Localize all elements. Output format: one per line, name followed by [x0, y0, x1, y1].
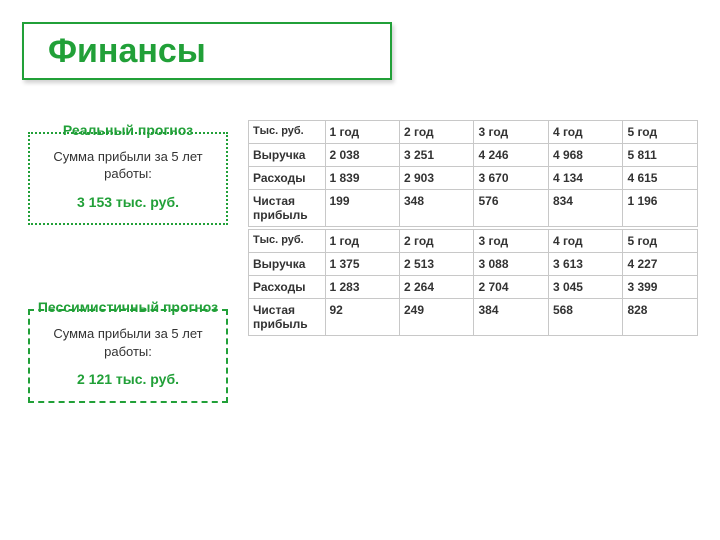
cell: 4 134 [548, 167, 622, 190]
left-column: Реальный прогноз Сумма прибыли за 5 лет … [28, 122, 228, 403]
col-header: 5 год [623, 230, 698, 253]
row-label: Выручка [249, 253, 326, 276]
unit-header: Тыс. руб. [249, 121, 326, 144]
row-label: Выручка [249, 144, 326, 167]
table-header-row: Тыс. руб. 1 год 2 год 3 год 4 год 5 год [249, 121, 698, 144]
cell: 3 399 [623, 276, 698, 299]
cell: 3 670 [474, 167, 548, 190]
col-header: 4 год [548, 230, 622, 253]
cell: 1 283 [325, 276, 399, 299]
cell: 4 246 [474, 144, 548, 167]
cell: 4 615 [623, 167, 698, 190]
tables-area: Тыс. руб. 1 год 2 год 3 год 4 год 5 год … [248, 120, 698, 336]
realistic-table: Тыс. руб. 1 год 2 год 3 год 4 год 5 год … [248, 120, 698, 227]
cell: 384 [474, 299, 548, 336]
realistic-box: Сумма прибыли за 5 лет работы: 3 153 тыс… [28, 132, 228, 226]
realistic-value: 3 153 тыс. руб. [38, 193, 218, 212]
cell: 3 251 [399, 144, 473, 167]
realistic-caption: Сумма прибыли за 5 лет работы: [53, 149, 202, 182]
table-row: Расходы 1 283 2 264 2 704 3 045 3 399 [249, 276, 698, 299]
realistic-block: Реальный прогноз Сумма прибыли за 5 лет … [28, 122, 228, 225]
cell: 834 [548, 190, 622, 227]
col-header: 1 год [325, 121, 399, 144]
cell: 2 903 [399, 167, 473, 190]
cell: 828 [623, 299, 698, 336]
cell: 1 375 [325, 253, 399, 276]
table-row: Выручка 1 375 2 513 3 088 3 613 4 227 [249, 253, 698, 276]
col-header: 2 год [399, 230, 473, 253]
cell: 2 513 [399, 253, 473, 276]
row-label: Расходы [249, 276, 326, 299]
cell: 2 038 [325, 144, 399, 167]
pessimistic-caption: Сумма прибыли за 5 лет работы: [53, 326, 202, 359]
cell: 3 613 [548, 253, 622, 276]
cell: 199 [325, 190, 399, 227]
col-header: 1 год [325, 230, 399, 253]
cell: 5 811 [623, 144, 698, 167]
realistic-heading: Реальный прогноз [28, 122, 228, 140]
row-label: Чистая прибыль [249, 190, 326, 227]
cell: 348 [399, 190, 473, 227]
cell: 1 839 [325, 167, 399, 190]
pessimistic-value: 2 121 тыс. руб. [38, 370, 218, 389]
title-box: Финансы [22, 22, 392, 80]
row-label: Чистая прибыль [249, 299, 326, 336]
cell: 576 [474, 190, 548, 227]
row-label: Расходы [249, 167, 326, 190]
col-header: 3 год [474, 121, 548, 144]
pessimistic-heading: Пессимистичный прогноз [28, 299, 228, 317]
table-row: Расходы 1 839 2 903 3 670 4 134 4 615 [249, 167, 698, 190]
cell: 4 968 [548, 144, 622, 167]
table-row: Чистая прибыль 92 249 384 568 828 [249, 299, 698, 336]
col-header: 4 год [548, 121, 622, 144]
col-header: 3 год [474, 230, 548, 253]
cell: 249 [399, 299, 473, 336]
cell: 3 088 [474, 253, 548, 276]
col-header: 5 год [623, 121, 698, 144]
table-row: Выручка 2 038 3 251 4 246 4 968 5 811 [249, 144, 698, 167]
pessimistic-table: Тыс. руб. 1 год 2 год 3 год 4 год 5 год … [248, 229, 698, 336]
cell: 2 264 [399, 276, 473, 299]
page-title: Финансы [48, 32, 206, 71]
pessimistic-block: Пессимистичный прогноз Сумма прибыли за … [28, 299, 228, 402]
cell: 568 [548, 299, 622, 336]
table-row: Чистая прибыль 199 348 576 834 1 196 [249, 190, 698, 227]
cell: 92 [325, 299, 399, 336]
cell: 2 704 [474, 276, 548, 299]
cell: 4 227 [623, 253, 698, 276]
unit-header: Тыс. руб. [249, 230, 326, 253]
cell: 3 045 [548, 276, 622, 299]
table-header-row: Тыс. руб. 1 год 2 год 3 год 4 год 5 год [249, 230, 698, 253]
pessimistic-box: Сумма прибыли за 5 лет работы: 2 121 тыс… [28, 309, 228, 403]
col-header: 2 год [399, 121, 473, 144]
cell: 1 196 [623, 190, 698, 227]
